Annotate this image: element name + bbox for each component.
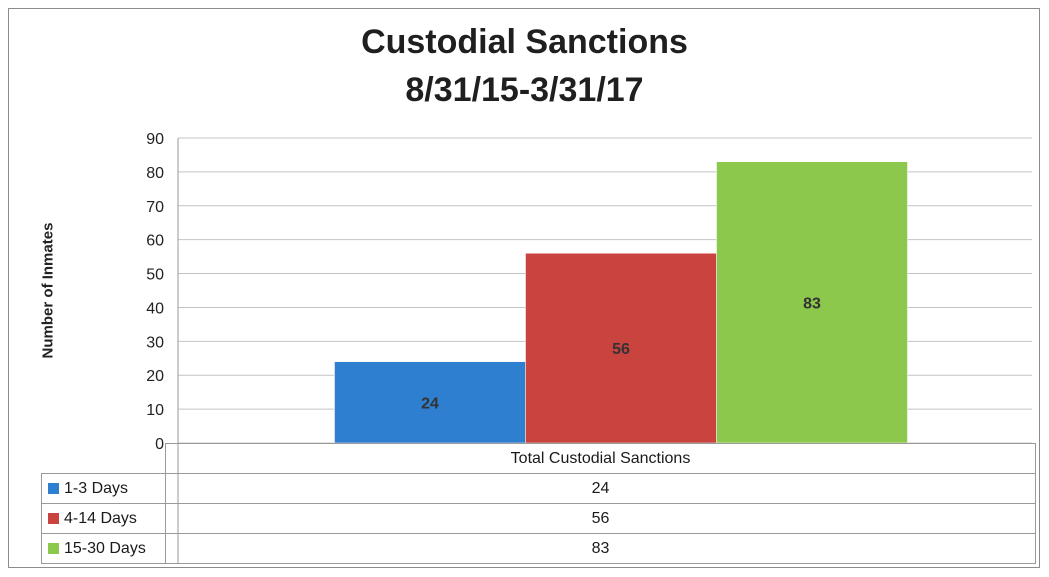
bar-value-label: 83 xyxy=(803,295,821,312)
y-tick-label: 70 xyxy=(146,199,164,216)
y-tick-label: 90 xyxy=(146,131,164,148)
legend-entry: 4-14 Days xyxy=(41,503,166,534)
data-table-row: 1-3 Days 24 xyxy=(41,473,1036,504)
legend-label: 4-14 Days xyxy=(64,509,137,527)
table-value: 56 xyxy=(165,503,1036,534)
table-value: 24 xyxy=(165,473,1036,504)
legend-swatch xyxy=(48,482,59,494)
bar-value-label: 24 xyxy=(421,395,439,412)
data-table-corner xyxy=(41,443,166,474)
bar-4-14-days xyxy=(525,252,717,444)
data-table-header-row: Total Custodial Sanctions xyxy=(41,443,1036,474)
table-value: 83 xyxy=(165,533,1036,564)
legend-swatch xyxy=(48,512,59,524)
legend-label: 15-30 Days xyxy=(64,539,146,557)
category-label: Total Custodial Sanctions xyxy=(165,443,1036,474)
data-table-row: 15-30 Days 83 xyxy=(41,533,1036,564)
y-tick-label: 40 xyxy=(146,300,164,317)
y-tick-label: 20 xyxy=(146,368,164,385)
y-tick-label: 30 xyxy=(146,334,164,351)
y-tick-label: 10 xyxy=(146,402,164,419)
data-table-row: 4-14 Days 56 xyxy=(41,503,1036,534)
data-table: Total Custodial Sanctions 1-3 Days 24 4-… xyxy=(41,443,1036,564)
bars xyxy=(334,161,908,444)
legend-entry: 15-30 Days xyxy=(41,533,166,564)
bar-data-labels: 24 56 83 xyxy=(421,295,821,412)
chart-subtitle: 8/31/15-3/31/17 xyxy=(405,71,644,109)
chart-title: Custodial Sanctions xyxy=(361,23,688,61)
bar-value-label: 56 xyxy=(612,341,630,358)
legend-label: 1-3 Days xyxy=(64,479,129,497)
bar-1-3-days xyxy=(334,361,526,444)
legend-swatch xyxy=(48,542,59,554)
y-tick-label: 50 xyxy=(146,267,164,284)
y-tick-label: 80 xyxy=(146,165,164,182)
bar-15-30-days xyxy=(716,161,908,444)
legend-entry: 1-3 Days xyxy=(41,473,166,504)
y-tick-label: 60 xyxy=(146,233,164,250)
